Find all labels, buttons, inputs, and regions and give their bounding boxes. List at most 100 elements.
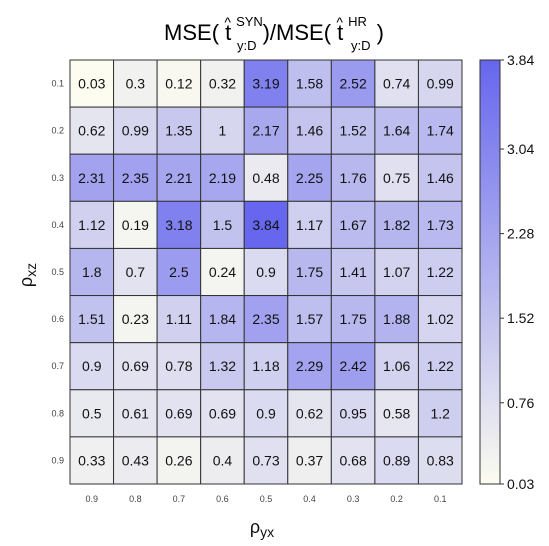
heatmap-cell (417, 59, 463, 108)
heatmap-cell (156, 295, 202, 344)
cell-value-label: 1.58 (296, 76, 323, 92)
heatmap-cell (417, 295, 463, 344)
y-tick-label: 0.1 (51, 79, 64, 89)
heatmap-cell (156, 153, 202, 202)
heatmap-cell (287, 436, 332, 485)
heatmap-cell (243, 106, 289, 155)
cell-value-label: 0.9 (256, 405, 276, 421)
cell-value-label: 1.5 (213, 217, 233, 233)
heatmap-cell (200, 436, 245, 485)
x-tick-labels: 0.9 0.8 0.7 0.6 0.5 0.4 0.3 0.2 0.1 (86, 494, 447, 504)
x-tick-label: 0.5 (260, 494, 273, 504)
cell-value-label: 1.22 (427, 264, 454, 280)
y-tick-label: 0.9 (51, 455, 64, 465)
y-axis-rho: ρ (16, 277, 36, 287)
title-t-syn: t (225, 20, 231, 45)
title-hat-syn: ^ (224, 14, 231, 30)
cell-value-label: 0.37 (296, 452, 323, 468)
heatmap-cell (69, 59, 115, 108)
cell-value-label: 0.74 (383, 76, 410, 92)
cell-value-label: 1.57 (296, 311, 323, 327)
heatmap-cell (113, 153, 158, 202)
heatmap-cell (243, 436, 289, 485)
cell-value-label: 1.46 (296, 123, 323, 139)
heatmap-cell (330, 436, 376, 485)
y-tick-label: 0.3 (51, 173, 64, 183)
cell-value-label: 1.84 (209, 311, 236, 327)
heatmap-cell (374, 436, 419, 485)
cell-value-label: 1.75 (296, 264, 323, 280)
cell-value-label: 2.52 (339, 76, 366, 92)
cell-value-label: 1 (219, 123, 227, 139)
heatmap-cell (200, 200, 245, 249)
heatmap-cell (156, 389, 202, 438)
heatmap-cell (69, 295, 115, 344)
colorbar-tick-label: 2.28 (507, 226, 534, 242)
x-axis-rho: ρ (250, 517, 260, 537)
cell-value-label: 1.2 (430, 405, 450, 421)
cell-value-label: 3.18 (165, 217, 192, 233)
heatmap-cell (200, 247, 245, 297)
heatmap-cell (156, 200, 202, 249)
cell-value-label: 0.43 (122, 452, 149, 468)
heatmap-cell (287, 59, 332, 108)
cell-value-label: 0.24 (209, 264, 236, 280)
colorbar (479, 59, 501, 485)
cell-value-label: 0.69 (209, 405, 236, 421)
cell-value-label: 1.73 (427, 217, 454, 233)
cell-value-label: 1.11 (166, 311, 192, 327)
cell-value-label: 3.84 (252, 217, 279, 233)
heatmap-cell (417, 389, 463, 438)
heatmap-cell (200, 153, 245, 202)
heatmap-grid: 0.03 0.3 0.12 0.32 3.19 1.58 2.52 0.74 0.99 0.62 0… (69, 59, 463, 485)
heatmap-cell (330, 389, 376, 438)
cell-value-label: 1.18 (252, 358, 279, 374)
heatmap-cell (113, 436, 158, 485)
heatmap-cell (200, 59, 245, 108)
y-tick-label: 0.4 (51, 220, 64, 230)
heatmap-cell (69, 389, 115, 438)
cell-value-label: 0.32 (209, 76, 236, 92)
cell-value-label: 0.62 (296, 405, 323, 421)
title-mid: )/MSE( (263, 20, 332, 45)
cell-value-label: 0.99 (122, 123, 149, 139)
cell-value-label: 2.35 (252, 311, 279, 327)
cell-value-label: 1.88 (383, 311, 410, 327)
cell-value-label: 0.61 (122, 405, 149, 421)
y-tick-label: 0.7 (51, 361, 64, 371)
title-t-hr: t (337, 20, 343, 45)
y-tick-labels: 0.1 0.2 0.3 0.4 0.5 0.6 0.7 0.8 0.9 (51, 79, 64, 466)
cell-value-label: 1.8 (82, 264, 102, 280)
x-tick-label: 0.9 (86, 494, 99, 504)
cell-value-label: 0.26 (165, 452, 192, 468)
heatmap-cell (374, 153, 419, 202)
y-axis-sub: xz (23, 263, 39, 277)
heatmap-cell (156, 436, 202, 485)
y-tick-label: 0.2 (51, 126, 64, 136)
cell-value-label: 1.17 (296, 217, 323, 233)
cell-value-label: 0.48 (252, 170, 279, 186)
x-axis-sub: yx (260, 524, 274, 540)
heatmap-cell (69, 106, 115, 155)
cell-value-label: 1.52 (339, 123, 366, 139)
cell-value-label: 2.25 (296, 170, 323, 186)
cell-value-label: 1.46 (427, 170, 454, 186)
heatmap-cell (69, 200, 115, 249)
heatmap-cell (330, 247, 376, 297)
title-sup-syn: SYN (236, 14, 263, 29)
cell-value-label: 2.21 (165, 170, 192, 186)
title-sub-hr: y:D (351, 38, 371, 53)
colorbar-tick-label: 3.04 (507, 141, 534, 157)
heatmap-cell (69, 342, 115, 391)
cell-value-label: 0.4 (213, 452, 233, 468)
heatmap-cell (200, 389, 245, 438)
cell-value-label: 1.64 (383, 123, 410, 139)
title-sub-syn: y:D (237, 38, 257, 53)
heatmap-cell (417, 436, 463, 485)
heatmap-cell (374, 295, 419, 344)
cell-value-label: 1.67 (339, 217, 366, 233)
heatmap-cell (156, 106, 202, 155)
cell-value-label: 0.12 (165, 76, 192, 92)
cell-value-label: 0.9 (256, 264, 276, 280)
